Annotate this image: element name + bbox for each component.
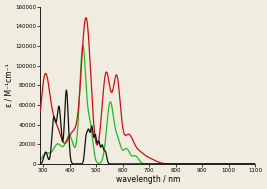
Y-axis label: ε / M⁻¹cm⁻¹: ε / M⁻¹cm⁻¹ — [5, 64, 14, 107]
X-axis label: wavelength / nm: wavelength / nm — [116, 175, 180, 184]
